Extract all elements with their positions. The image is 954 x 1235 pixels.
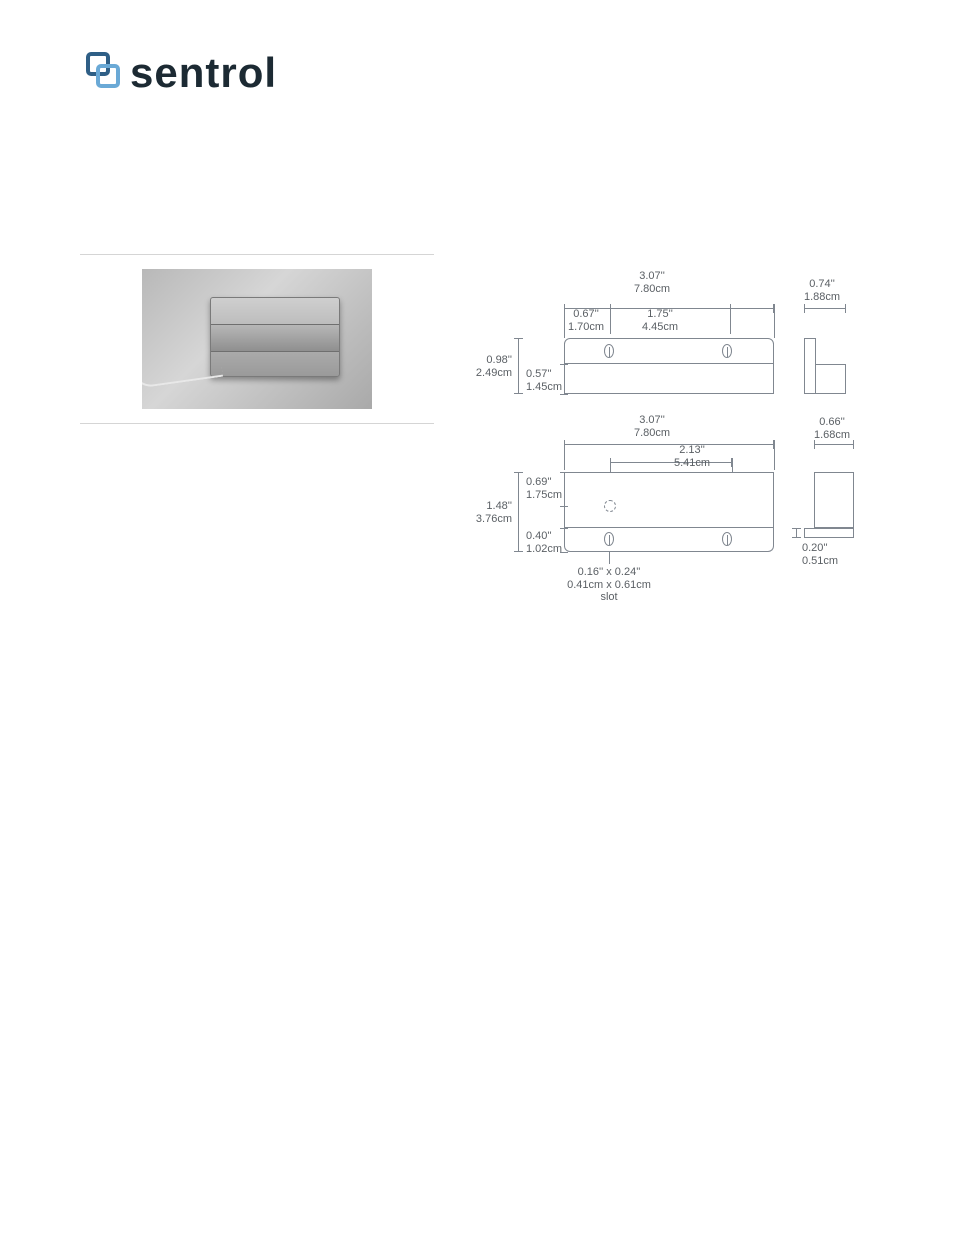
dim-label: 1.75'' [642,308,678,321]
dim-label: 0.51cm [802,555,838,568]
dim-label: 0.69'' [526,476,562,489]
dim-label: 2.13'' [674,444,710,457]
brand-icon [80,50,126,96]
diagram-column: 3.07'' 7.80cm 0.67'' 1.70cm 1.75'' 4.45c… [464,254,874,624]
divider [80,423,434,424]
dim-label: 7.80cm [634,283,670,296]
dim-label: 0.57'' [526,368,562,381]
dim-label: 0.74'' [804,278,840,291]
dim-label: 1.75cm [526,489,562,502]
dim-label: 0.20'' [802,542,838,555]
brand-logo: sentrol [80,50,874,96]
dim-label: 0.16'' x 0.24'' [564,566,654,579]
dim-label: 0.67'' [568,308,604,321]
dim-label: 1.48'' [464,500,512,513]
dim-label: slot [564,591,654,604]
dim-label: 0.41cm x 0.61cm [564,579,654,592]
dim-label: 7.80cm [634,427,670,440]
dim-label: 0.66'' [814,416,850,429]
dim-label: 0.40'' [526,530,562,543]
dim-label: 4.45cm [642,321,678,334]
dim-label: 1.45cm [526,381,562,394]
photo-column [80,254,434,624]
dim-label: 3.76cm [464,513,512,526]
dim-label: 5.41cm [674,457,710,470]
dim-label: 1.68cm [814,429,850,442]
dim-label: 1.70cm [568,321,604,334]
brand-name: sentrol [130,52,277,96]
dimensional-diagram: 3.07'' 7.80cm 0.67'' 1.70cm 1.75'' 4.45c… [464,264,874,624]
dim-label: 1.88cm [804,291,840,304]
dim-label: 0.98'' [468,354,512,367]
dim-label: 3.07'' [634,270,670,283]
dim-label: 2.49cm [468,367,512,380]
dim-label: 3.07'' [634,414,670,427]
dim-label: 1.02cm [526,543,562,556]
product-photo [142,269,372,409]
